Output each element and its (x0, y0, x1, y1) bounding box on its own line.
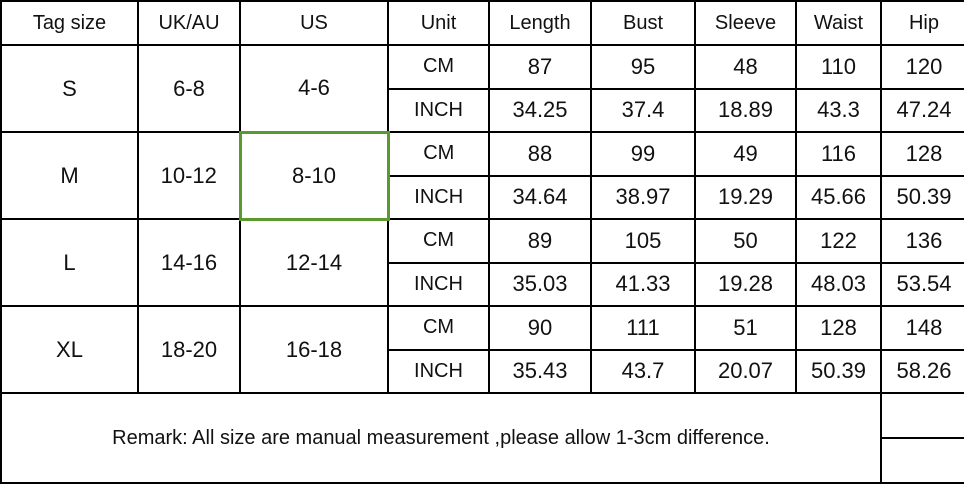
measurement-cell: 49 (694, 131, 797, 177)
us-cell[interactable]: 16-18 (239, 305, 389, 394)
measurement-cell: 35.43 (488, 348, 592, 394)
empty-cell (880, 392, 964, 439)
measurement-cell: 45.66 (795, 174, 882, 220)
table-row: INCH 35.03 41.33 19.28 48.03 53.54 (1, 261, 964, 307)
unit-cell: INCH (387, 261, 490, 307)
table-row: INCH 35.43 43.7 20.07 50.39 58.26 (1, 348, 964, 394)
measurement-cell: 111 (590, 305, 696, 351)
empty-cell (880, 437, 964, 484)
measurement-cell: 35.03 (488, 261, 592, 307)
table-row: M 10-12 8-10 CM 88 99 49 116 128 (0, 130, 964, 221)
table-row: INCH 34.64 38.97 19.29 45.66 50.39 (1, 174, 964, 220)
tag-size-cell: M (0, 131, 139, 220)
measurement-cell: 128 (880, 131, 964, 177)
header-hip: Hip (880, 0, 964, 46)
measurement-cell: 50.39 (795, 348, 882, 394)
measurement-cell: 43.3 (795, 87, 882, 133)
measurement-cell: 120 (880, 44, 964, 90)
header-unit: Unit (387, 0, 490, 46)
unit-cell: INCH (387, 87, 490, 133)
measurement-cell: 95 (590, 44, 696, 90)
tag-size-cell: S (0, 44, 139, 133)
us-cell[interactable]: 12-14 (239, 218, 389, 307)
measurement-cell: 122 (795, 218, 882, 264)
header-tag-size: Tag size (0, 0, 139, 46)
measurement-cell: 19.29 (694, 174, 797, 220)
header-row: Tag size UK/AU US Unit Length Bust Sleev… (0, 0, 964, 46)
header-us: US (239, 0, 389, 46)
table-row: XL 18-20 16-18 CM 90 111 51 128 148 (0, 305, 964, 394)
measurement-cell: 47.24 (880, 87, 964, 133)
measurement-cell: 18.89 (694, 87, 797, 133)
measurement-cell: 34.64 (488, 174, 592, 220)
tag-size-cell: XL (0, 305, 139, 394)
unit-cell: INCH (387, 348, 490, 394)
measurement-cell: 48 (694, 44, 797, 90)
measurement-cell: 50 (694, 218, 797, 264)
measurement-cell: 58.26 (880, 348, 964, 394)
table-row: S 6-8 4-6 CM 87 95 48 110 120 (0, 44, 964, 133)
header-length: Length (488, 0, 592, 46)
measurement-cell: 128 (795, 305, 882, 351)
measurement-cell: 41.33 (590, 261, 696, 307)
header-sleeve: Sleeve (694, 0, 797, 46)
measurement-cell: 88 (488, 131, 592, 177)
tag-size-cell: L (0, 218, 139, 307)
measurement-cell: 34.25 (488, 87, 592, 133)
uk-au-cell: 10-12 (137, 131, 241, 220)
measurement-cell: 53.54 (880, 261, 964, 307)
measurement-cell: 48.03 (795, 261, 882, 307)
measurement-cell: 89 (488, 218, 592, 264)
measurement-cell: 99 (590, 131, 696, 177)
uk-au-cell: 18-20 (137, 305, 241, 394)
uk-au-cell: 6-8 (137, 44, 241, 133)
measurement-cell: 43.7 (590, 348, 696, 394)
measurement-cell: 136 (880, 218, 964, 264)
measurement-cell: 87 (488, 44, 592, 90)
us-cell[interactable]: 8-10 (238, 130, 390, 221)
measurement-cell: 116 (795, 131, 882, 177)
unit-cell: CM (387, 218, 490, 264)
remark-text: Remark: All size are manual measurement … (0, 392, 882, 484)
unit-cell: CM (387, 305, 490, 351)
table-row: INCH 34.25 37.4 18.89 43.3 47.24 (1, 87, 964, 133)
unit-cell: CM (387, 131, 490, 177)
measurement-cell: 19.28 (694, 261, 797, 307)
us-cell[interactable]: 4-6 (239, 44, 389, 133)
remark-row: Remark: All size are manual measurement … (0, 392, 964, 484)
measurement-cell: 51 (694, 305, 797, 351)
measurement-cell: 38.97 (590, 174, 696, 220)
measurement-cell: 50.39 (880, 174, 964, 220)
header-bust: Bust (590, 0, 696, 46)
measurement-cell: 20.07 (694, 348, 797, 394)
measurement-cell: 105 (590, 218, 696, 264)
unit-cell: INCH (387, 174, 490, 220)
measurement-cell: 148 (880, 305, 964, 351)
unit-cell: CM (387, 44, 490, 90)
header-waist: Waist (795, 0, 882, 46)
measurement-cell: 37.4 (590, 87, 696, 133)
table-row: L 14-16 12-14 CM 89 105 50 122 136 (0, 218, 964, 307)
uk-au-cell: 14-16 (137, 218, 241, 307)
header-uk-au: UK/AU (137, 0, 241, 46)
measurement-cell: 90 (488, 305, 592, 351)
measurement-cell: 110 (795, 44, 882, 90)
